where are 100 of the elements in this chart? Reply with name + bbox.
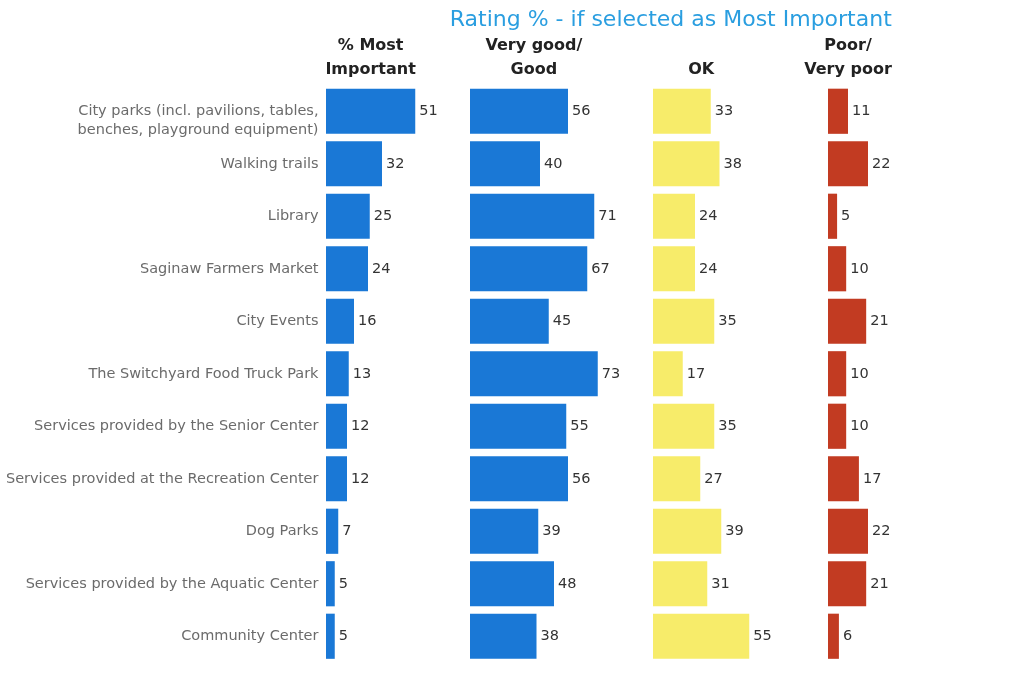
- y-tick-label: Walking trails: [220, 154, 319, 171]
- data-label: 5: [841, 207, 851, 224]
- data-label: 17: [686, 364, 706, 381]
- data-label: 10: [850, 364, 869, 381]
- y-tick-label: Dog Parks: [245, 522, 319, 539]
- data-label: 45: [552, 312, 572, 329]
- y-tick-label: City parks (incl. pavilions, tables, benches, playground equipment): [77, 102, 319, 138]
- data-label: 21: [870, 574, 889, 591]
- y-tick-label: Library: [267, 207, 319, 224]
- data-label: 71: [598, 207, 617, 224]
- data-label: 16: [358, 312, 377, 329]
- y-tick-label: Services provided by the Senior Center: [34, 417, 319, 434]
- bar: [828, 88, 848, 134]
- data-label: 33: [714, 102, 734, 119]
- bar: [653, 193, 695, 239]
- bar: [828, 403, 847, 449]
- bar: [653, 561, 708, 607]
- chart-title: OK: [688, 59, 715, 78]
- y-tick-label: Services provided by the Aquatic Center: [25, 574, 319, 591]
- data-label: 27: [704, 469, 723, 486]
- data-label: 51: [419, 102, 438, 119]
- data-label: 31: [711, 574, 730, 591]
- data-label: 24: [699, 207, 718, 224]
- data-label: 39: [725, 522, 744, 539]
- data-label: 25: [373, 207, 393, 224]
- data-label: 5: [338, 627, 348, 644]
- data-label: 11: [852, 102, 871, 119]
- bar: [470, 193, 595, 239]
- data-label: 55: [570, 417, 589, 434]
- bar: [653, 508, 722, 554]
- data-label: 67: [591, 259, 610, 276]
- bar: [470, 88, 568, 134]
- bar: [470, 403, 567, 449]
- bar: [653, 456, 701, 502]
- chart-title: Very good/ Good: [485, 35, 583, 78]
- bar: [653, 246, 695, 292]
- data-label: 17: [862, 469, 882, 486]
- bar: [828, 141, 868, 187]
- data-label: 22: [872, 154, 891, 171]
- bar: [470, 561, 554, 607]
- data-label: 39: [542, 522, 561, 539]
- data-label: 5: [338, 574, 348, 591]
- bar: [653, 351, 683, 397]
- bar: [653, 141, 720, 187]
- data-label: 10: [850, 259, 869, 276]
- bar: [326, 613, 335, 659]
- data-label: 10: [850, 417, 869, 434]
- bar: [326, 88, 416, 134]
- data-label: 21: [870, 312, 889, 329]
- data-label: 38: [723, 154, 742, 171]
- bar: [653, 298, 715, 344]
- bar: [828, 508, 868, 554]
- bar: [653, 88, 711, 134]
- data-label: 55: [753, 627, 772, 644]
- bar: [470, 508, 539, 554]
- bar: [326, 403, 347, 449]
- bar: [326, 351, 349, 397]
- bar: [828, 561, 867, 607]
- data-label: 7: [342, 522, 352, 539]
- bar: [828, 193, 838, 239]
- data-label: 22: [872, 522, 891, 539]
- y-tick-label: Community Center: [181, 627, 319, 644]
- y-tick-label: The Switchyard Food Truck Park: [87, 364, 320, 381]
- bar: [470, 141, 540, 187]
- data-label: 73: [601, 364, 621, 381]
- data-label: 35: [718, 417, 737, 434]
- bar: [326, 141, 382, 187]
- bar: [470, 298, 549, 344]
- data-label: 24: [372, 259, 391, 276]
- y-tick-label: Saginaw Farmers Market: [140, 259, 319, 276]
- y-tick-label: City Events: [236, 312, 319, 329]
- bar: [326, 193, 370, 239]
- data-label: 6: [842, 627, 853, 644]
- data-label: 38: [540, 627, 559, 644]
- chart-title: Poor/ Very poor: [804, 35, 892, 78]
- bar: [326, 508, 339, 554]
- y-tick-label: Services provided at the Recreation Center: [5, 469, 319, 486]
- data-label: 12: [351, 417, 370, 434]
- data-label: 56: [572, 102, 591, 119]
- data-label: 48: [558, 574, 577, 591]
- bar: [470, 351, 598, 397]
- data-label: 40: [544, 154, 563, 171]
- bar: [326, 246, 368, 292]
- data-label: 13: [352, 364, 372, 381]
- data-label: 56: [572, 469, 591, 486]
- data-label: 24: [699, 259, 718, 276]
- bar: [470, 246, 588, 292]
- bar: [828, 613, 839, 659]
- data-label: 35: [718, 312, 737, 329]
- bar: [326, 456, 347, 502]
- data-label: 32: [386, 154, 405, 171]
- bar: [470, 456, 568, 502]
- chart-title: % Most Important: [325, 35, 417, 78]
- data-label: 12: [351, 469, 370, 486]
- bar: [828, 246, 847, 292]
- bar: [828, 351, 847, 397]
- bar: [470, 613, 537, 659]
- bar: [653, 403, 715, 449]
- bar: [828, 298, 867, 344]
- bar: [653, 613, 750, 659]
